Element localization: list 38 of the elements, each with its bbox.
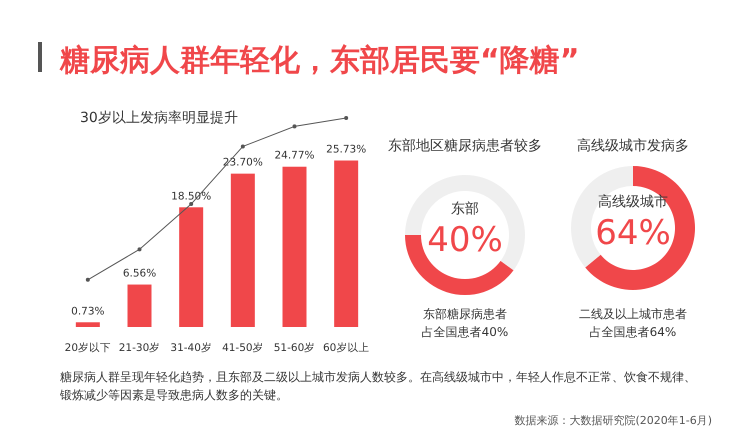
- bar: [282, 166, 306, 327]
- point: [138, 247, 142, 252]
- bar: [334, 160, 358, 327]
- text: 占全国患者64%: [590, 325, 676, 339]
- chart-title: 30岁以上发病率明显提升: [80, 110, 238, 126]
- point: [292, 124, 296, 128]
- data-label: 25.73%: [326, 144, 366, 156]
- bar: [76, 322, 100, 327]
- data-label: 6.56%: [122, 268, 156, 280]
- point: [240, 144, 245, 148]
- bar: [128, 284, 152, 327]
- bar: [179, 207, 204, 327]
- x-tick-label: 51-60岁: [274, 342, 316, 354]
- x-tick-label: 41-50岁: [222, 342, 264, 354]
- text: 二线及以上城市患者: [579, 307, 687, 321]
- data-label: 64%: [595, 213, 671, 253]
- donut-slice: [585, 166, 695, 290]
- point: [344, 116, 348, 120]
- donut-slice: [405, 175, 525, 270]
- x-tick-label: 60岁以上: [322, 341, 370, 354]
- bar: [230, 174, 255, 327]
- text: 占全国患者40%: [422, 325, 508, 339]
- chart-title: 高线级城市发病多: [577, 138, 689, 154]
- text: 糖尿病人群呈现年轻化趋势，且东部及二级以上城市发病人数较多。在高线级城市中，年轻人作息不正常、饮食不规律、锻炼减少等因素是导致患病人数多的关键。: [59, 370, 696, 402]
- x-tick-label: 20岁以下: [64, 341, 112, 354]
- source-note: 数据来源：大数据研究院(2020年1-6月): [514, 414, 712, 427]
- text: 糖尿病人群年轻化，东部居民要“降糖”: [59, 43, 580, 78]
- x-tick-label: 31-40岁: [170, 342, 212, 354]
- data-label: 40%: [427, 220, 503, 260]
- text: 东部糖尿病患者: [423, 307, 507, 321]
- chart-title: 东部地区糖尿病患者较多: [388, 138, 542, 154]
- slice-label: 高线级城市: [598, 194, 668, 210]
- data-label: 24.77%: [274, 150, 315, 162]
- data-label: 0.73%: [71, 305, 105, 318]
- slice-label: 东部: [451, 201, 479, 217]
- point: [189, 202, 194, 206]
- x-tick-label: 21-30岁: [118, 342, 160, 354]
- point: [86, 278, 90, 282]
